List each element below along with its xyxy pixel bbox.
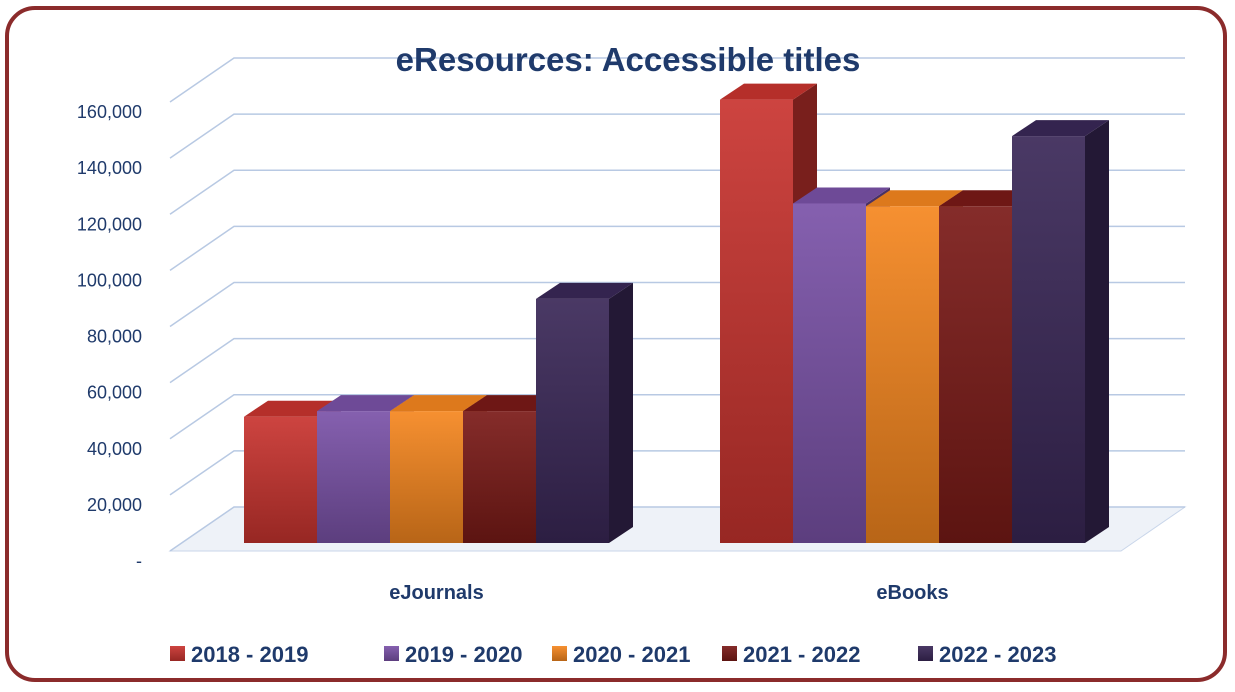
bar-top bbox=[720, 83, 817, 100]
legend-item: 2018 - 2019 bbox=[170, 642, 308, 667]
y-tick-label: 160,000 bbox=[77, 102, 142, 122]
bar-front bbox=[536, 298, 609, 543]
bar-top bbox=[793, 187, 890, 204]
bar-front bbox=[1012, 136, 1085, 543]
legend-item: 2022 - 2023 bbox=[918, 642, 1056, 667]
bar-front bbox=[720, 99, 793, 544]
legend-swatch bbox=[552, 646, 567, 661]
legend-label: 2021 - 2022 bbox=[743, 642, 860, 667]
bar-side bbox=[609, 282, 633, 543]
bar-top bbox=[866, 190, 963, 207]
bar-top bbox=[536, 282, 633, 299]
x-axis-labels: eJournals eBooks bbox=[389, 582, 948, 604]
legend-label: 2018 - 2019 bbox=[191, 642, 308, 667]
legend-swatch bbox=[722, 646, 737, 661]
y-tick-label: 140,000 bbox=[77, 158, 142, 178]
legend: 2018 - 2019 2019 - 2020 2020 - 2021 2021 - … bbox=[170, 642, 1056, 667]
y-tick-label: - bbox=[136, 551, 142, 571]
bar-front bbox=[463, 411, 536, 543]
legend-label: 2022 - 2023 bbox=[939, 642, 1056, 667]
bar-top bbox=[463, 395, 560, 412]
y-tick-label: 120,000 bbox=[77, 214, 142, 234]
x-category-label: eJournals bbox=[389, 582, 483, 604]
gridline bbox=[169, 113, 1185, 159]
bar bbox=[536, 282, 633, 543]
legend-swatch bbox=[384, 646, 399, 661]
y-tick-label: 80,000 bbox=[87, 327, 142, 347]
legend-swatch bbox=[170, 646, 185, 661]
gridline bbox=[169, 57, 1185, 103]
bar-top bbox=[390, 395, 487, 412]
bar-front bbox=[244, 416, 317, 543]
bar-side bbox=[1085, 120, 1109, 543]
bar-front bbox=[793, 203, 866, 543]
bar-top bbox=[244, 400, 341, 417]
legend-swatch bbox=[918, 646, 933, 661]
bar-top bbox=[939, 190, 1036, 207]
y-tick-label: 100,000 bbox=[77, 270, 142, 290]
bar-front bbox=[317, 411, 390, 543]
bar-front bbox=[939, 206, 1012, 543]
bars bbox=[244, 83, 1109, 544]
bar-top bbox=[1012, 120, 1109, 137]
legend-label: 2019 - 2020 bbox=[405, 642, 522, 667]
chart-title: eResources: Accessible titles bbox=[396, 41, 861, 78]
y-tick-label: 60,000 bbox=[87, 383, 142, 403]
legend-item: 2020 - 2021 bbox=[552, 642, 690, 667]
y-axis-labels: - 20,000 40,000 60,000 80,000 100,000 120,000 1… bbox=[77, 102, 142, 571]
gridline bbox=[169, 169, 1185, 215]
legend-item: 2021 - 2022 bbox=[722, 642, 860, 667]
y-tick-label: 20,000 bbox=[87, 495, 142, 515]
legend-label: 2020 - 2021 bbox=[573, 642, 690, 667]
bar-top bbox=[317, 395, 414, 412]
x-category-label: eBooks bbox=[876, 582, 948, 604]
legend-item: 2019 - 2020 bbox=[384, 642, 522, 667]
bar bbox=[1012, 120, 1109, 543]
y-tick-label: 40,000 bbox=[87, 439, 142, 459]
bar-front bbox=[390, 411, 463, 543]
bar-front bbox=[866, 206, 939, 543]
